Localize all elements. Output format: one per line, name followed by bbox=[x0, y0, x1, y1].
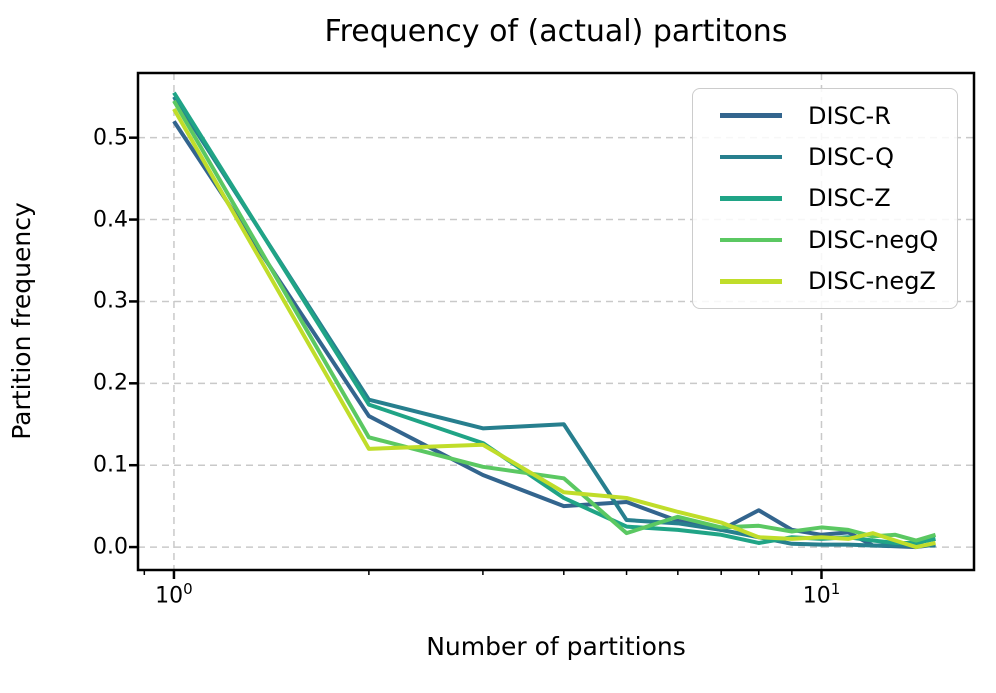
plot-spines bbox=[136, 71, 976, 572]
legend-item-disc-z: DISC-Z bbox=[693, 178, 957, 218]
legend-item-disc-r: DISC-R bbox=[693, 96, 957, 136]
legend-swatch bbox=[720, 154, 782, 160]
y-tick-label: 0.4 bbox=[93, 207, 128, 233]
legend-item-disc-q: DISC-Q bbox=[693, 137, 957, 177]
legend-item-disc-negq: DISC-negQ bbox=[693, 220, 957, 260]
legend-label: DISC-Z bbox=[808, 184, 891, 213]
legend-swatch bbox=[720, 113, 782, 118]
legend-label: DISC-negZ bbox=[808, 267, 936, 296]
legend-label: DISC-negQ bbox=[808, 225, 939, 254]
legend-label: DISC-R bbox=[808, 101, 891, 130]
x-tick-label: 101 bbox=[802, 580, 841, 609]
y-tick-label: 0.3 bbox=[93, 288, 128, 314]
x-axis-label: Number of partitions bbox=[426, 632, 686, 661]
series-line-disc-negq bbox=[172, 99, 937, 543]
legend-label: DISC-Q bbox=[808, 143, 894, 172]
y-axis-label-text: Partition frequency bbox=[7, 202, 36, 440]
legend-swatch bbox=[720, 237, 782, 243]
y-tick-label: 0.2 bbox=[93, 370, 128, 396]
legend: DISC-R DISC-Q DISC-Z DISC-negQ DISC-negZ bbox=[692, 88, 958, 309]
y-tick-label: 0.1 bbox=[93, 452, 128, 478]
y-tick-label: 0.0 bbox=[93, 534, 128, 560]
x-tick-label: 100 bbox=[155, 580, 193, 609]
chart-title: Frequency of (actual) partitons bbox=[324, 14, 788, 49]
y-tick-label: 0.5 bbox=[93, 125, 128, 151]
legend-swatch bbox=[720, 196, 782, 201]
legend-item-disc-negz: DISC-negZ bbox=[693, 261, 957, 301]
series-line-disc-negz bbox=[172, 108, 936, 550]
legend-swatch bbox=[720, 279, 782, 284]
